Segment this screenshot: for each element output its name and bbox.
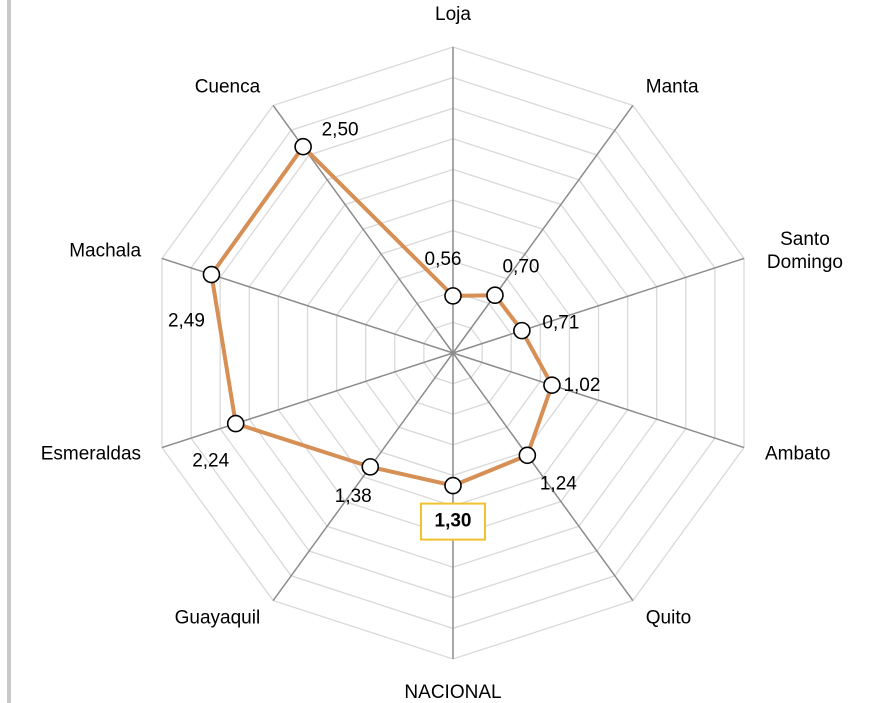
data-label: 1,24 (540, 473, 577, 494)
data-label: 1,38 (335, 486, 372, 507)
data-point (486, 286, 504, 305)
data-label: 1,30 (435, 511, 472, 532)
category-label: Guayaquil (175, 607, 261, 628)
grid (161, 46, 745, 660)
axis-spoke (452, 352, 745, 449)
category-label: Esmeraldas (41, 443, 141, 464)
plot: Loja Manta Santo Domingo Ambato Quito NACIONAL… (41, 4, 843, 703)
data-label: 2,24 (192, 451, 229, 472)
data-label: 0,56 (425, 249, 462, 270)
data-label: 0,70 (502, 256, 539, 277)
data-point (444, 476, 462, 495)
data-point (518, 446, 537, 465)
category-label: Ambato (765, 443, 830, 464)
category-label: Cuenca (195, 77, 261, 98)
axis-spoke (452, 352, 634, 602)
data-point (226, 414, 245, 433)
data-point (294, 137, 312, 156)
category-label: Loja (435, 4, 471, 25)
highlight-box (420, 502, 486, 541)
category-label: Manta (646, 77, 699, 98)
left-border (7, 0, 11, 703)
axis-spoke (452, 257, 745, 354)
data-point (543, 376, 561, 394)
category-label: Machala (69, 241, 141, 262)
category-label: Santo Domingo (767, 229, 843, 273)
data-label: 0,71 (542, 313, 579, 334)
data-label: 1,02 (563, 375, 600, 396)
axis-spoke (272, 352, 454, 602)
axis-spoke (452, 104, 634, 354)
data-label: 2,49 (168, 311, 205, 332)
data-point (444, 287, 462, 305)
data-label: 2,50 (322, 120, 359, 141)
data-point (361, 458, 380, 476)
data-point (513, 321, 531, 340)
category-label: Quito (646, 607, 691, 628)
data-point (202, 265, 221, 284)
axis-spoke (161, 352, 454, 449)
series-line (209, 144, 554, 488)
category-label: NACIONAL (404, 682, 501, 703)
